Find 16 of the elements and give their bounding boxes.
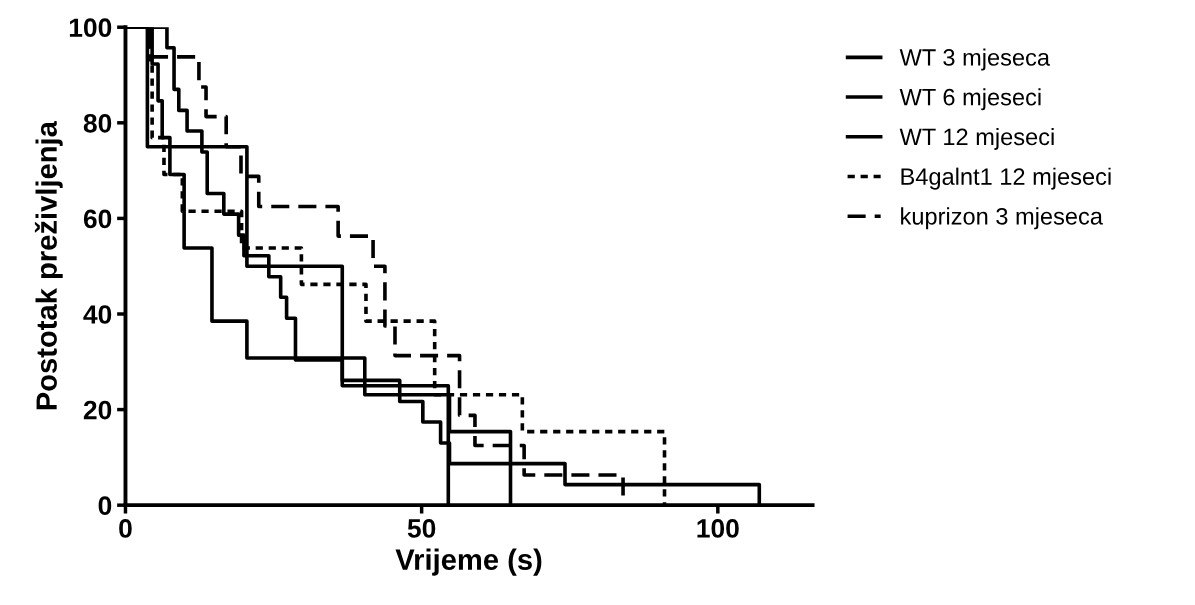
x-axis-title: Vrijeme (s) (395, 548, 542, 576)
y-tick-label: 0 (98, 496, 112, 515)
legend-label: kuprizon 3 mjeseca (901, 207, 1103, 230)
x-tick-label: 100 (697, 519, 739, 538)
x-tick-label: 50 (407, 519, 436, 538)
legend-label: WT 3 mjeseca (899, 48, 1050, 71)
legend-label: WT 12 mjeseci (899, 127, 1054, 150)
legend-label: B4galnt1 12 mjeseci (901, 167, 1111, 190)
y-tick-label: 40 (83, 305, 112, 324)
y-tick-label: 60 (83, 209, 112, 229)
y-tick-label: 80 (83, 113, 112, 133)
legend-label: WT 6 mjeseci (899, 88, 1041, 111)
y-tick-label: 100 (69, 18, 112, 38)
y-tick-label: 20 (83, 400, 112, 420)
y-axis-title: Postotak preživljenja (34, 120, 63, 410)
x-tick-label: 0 (119, 519, 132, 538)
